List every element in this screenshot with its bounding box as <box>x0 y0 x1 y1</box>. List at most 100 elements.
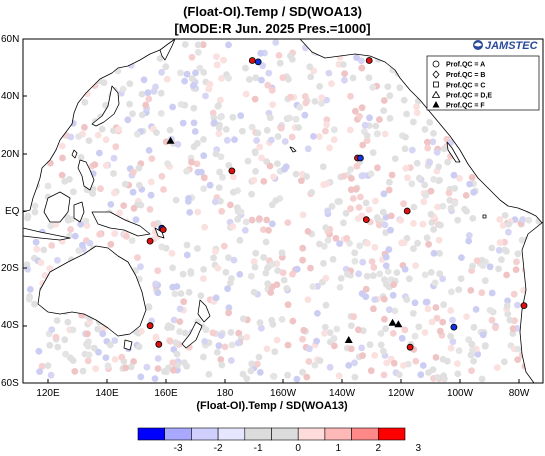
float-dot <box>46 341 54 349</box>
float-dot <box>211 198 219 206</box>
float-dot <box>347 92 354 100</box>
float-dot <box>100 79 108 86</box>
float-dot <box>225 309 233 317</box>
float-dot <box>283 285 291 292</box>
flagged-float-circle <box>450 323 458 331</box>
float-dot <box>320 260 327 267</box>
float-dot <box>429 366 437 374</box>
float-dot <box>174 141 182 148</box>
float-dot <box>102 136 110 144</box>
float-dot <box>220 242 228 250</box>
float-dot <box>151 375 159 382</box>
float-dot <box>137 263 144 271</box>
float-dot <box>449 316 456 324</box>
float-dot <box>340 219 347 227</box>
float-dot <box>383 359 391 367</box>
float-dot <box>506 316 514 324</box>
new-zealand-south <box>181 321 203 349</box>
float-dot <box>111 337 119 344</box>
float-dot <box>258 324 265 332</box>
float-dot <box>158 172 166 180</box>
float-dot <box>145 147 153 154</box>
float-dot <box>292 170 300 178</box>
float-dot <box>377 341 385 349</box>
float-dot <box>258 76 265 84</box>
float-dot <box>326 144 333 152</box>
float-dot <box>374 164 381 172</box>
float-dot <box>321 330 328 337</box>
float-dot <box>169 359 177 367</box>
float-dot <box>183 241 191 249</box>
flagged-float-circle <box>356 154 364 162</box>
float-dot <box>137 373 145 381</box>
float-dot <box>157 110 165 117</box>
float-dot <box>153 129 160 137</box>
float-dot <box>118 353 126 361</box>
float-dot <box>219 173 226 181</box>
taiwan-island <box>71 149 78 159</box>
float-dot <box>77 221 84 228</box>
float-dot <box>251 263 259 271</box>
float-dot <box>503 247 510 255</box>
float-dot <box>85 137 93 145</box>
float-dot <box>200 266 208 273</box>
float-dot <box>414 239 421 247</box>
float-dot <box>431 279 439 287</box>
new-zealand-north <box>197 299 211 323</box>
float-dot <box>444 357 451 365</box>
float-dot <box>308 189 316 196</box>
float-dot <box>382 262 390 270</box>
float-dot <box>97 185 104 193</box>
float-dot <box>309 283 317 290</box>
float-dot <box>328 80 335 88</box>
colorbar-tick-label: -2 <box>214 443 223 454</box>
float-dot <box>425 240 432 248</box>
float-dot <box>126 80 134 88</box>
float-dot <box>183 70 191 78</box>
float-dot <box>324 207 331 215</box>
float-dot <box>215 184 223 192</box>
float-dot <box>200 152 208 160</box>
float-dot <box>380 371 388 379</box>
float-dot <box>190 104 198 112</box>
float-dot <box>255 353 263 361</box>
float-dot <box>440 145 448 153</box>
float-dot <box>518 236 526 244</box>
float-dot <box>359 352 366 359</box>
float-dot <box>115 125 122 133</box>
float-dot <box>37 259 45 266</box>
float-dot <box>268 316 276 324</box>
float-dot <box>130 358 138 365</box>
float-dot <box>248 360 256 368</box>
float-dot <box>130 168 137 176</box>
float-dot <box>246 76 253 83</box>
float-dot <box>201 338 209 345</box>
float-dot <box>472 306 480 313</box>
float-dot <box>84 343 92 350</box>
float-dot <box>370 305 377 313</box>
float-dot <box>436 270 443 278</box>
float-dot <box>381 221 389 229</box>
float-dot <box>449 338 457 346</box>
float-dot <box>264 264 271 272</box>
float-dot <box>120 202 128 210</box>
float-dot <box>164 160 172 168</box>
float-dot <box>94 325 102 333</box>
float-dot <box>190 82 197 89</box>
float-dot <box>501 212 509 219</box>
float-dot <box>426 119 434 126</box>
float-dot <box>380 190 388 198</box>
float-dot <box>311 361 319 369</box>
float-dot <box>447 307 455 314</box>
float-dot <box>514 356 522 363</box>
colorbar-tick-label: -3 <box>174 443 183 454</box>
float-dot <box>274 133 282 140</box>
float-dot <box>264 280 272 288</box>
float-dot <box>278 316 286 323</box>
float-dot <box>154 267 162 275</box>
float-dot <box>236 271 244 278</box>
float-dot <box>121 180 129 188</box>
float-dot <box>385 246 393 253</box>
float-dot <box>84 357 92 365</box>
float-dot <box>362 199 370 207</box>
